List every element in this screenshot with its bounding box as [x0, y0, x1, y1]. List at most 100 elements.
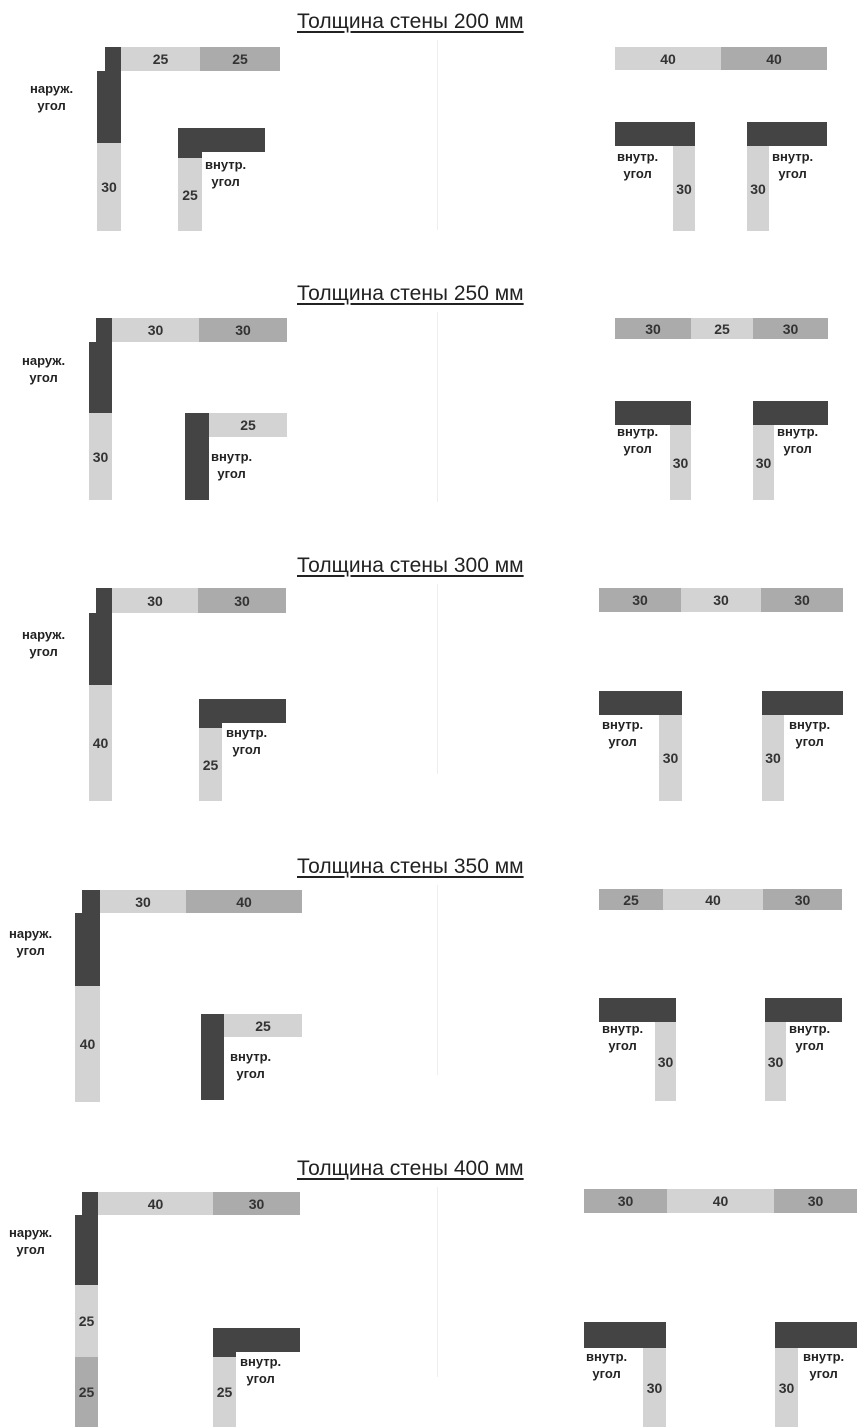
inner-corner-dark: [201, 1014, 224, 1100]
outer-corner-label: наруж. угол: [9, 926, 53, 958]
wall-corner-dark: [762, 691, 843, 715]
section-title: Толщина стены 250 мм: [297, 282, 524, 305]
inner-side-block: 25: [178, 158, 202, 231]
inner-corner-dark: [178, 128, 265, 152]
outer-corner-label: наруж. угол: [22, 353, 66, 385]
outer-corner-label: наруж. угол: [30, 81, 74, 113]
inner-corner-label: внутр. угол: [777, 424, 819, 456]
outer-side-block: 40: [89, 685, 112, 801]
outer-corner-dark-cap: [82, 1192, 98, 1215]
wall-row-block: 30: [774, 1189, 857, 1213]
section-title: Толщина стены 200 мм: [297, 10, 524, 33]
outer-corner-dark-cap: [96, 318, 112, 342]
inner-corner-dark: [213, 1352, 236, 1357]
inner-corner-label: внутр. угол: [602, 1021, 644, 1053]
wall-row-block: 30: [761, 588, 843, 612]
outer-corner-dark-post: [89, 342, 112, 413]
wall-corner-dark: [753, 401, 828, 425]
inner-corner-label: внутр. угол: [205, 157, 247, 189]
outer-top-block: 25: [121, 47, 200, 71]
wall-corner-dark: [765, 998, 842, 1022]
outer-side-block: 25: [75, 1285, 98, 1357]
section-title: Толщина стены 400 мм: [297, 1157, 524, 1180]
outer-corner-dark-post: [75, 913, 100, 986]
outer-corner-dark-cap: [105, 47, 121, 71]
outer-side-block: 30: [97, 143, 121, 231]
inner-corner-label: внутр. угол: [586, 1349, 628, 1381]
outer-corner-dark-post: [97, 71, 121, 143]
wall-corner-dark: [615, 122, 695, 146]
outer-top-block: 30: [198, 588, 286, 613]
inner-corner-label: внутр. угол: [211, 449, 253, 481]
wall-corner-side-block: 30: [753, 425, 774, 500]
wall-corner-dark: [775, 1322, 857, 1348]
wall-row-block: 30: [615, 318, 691, 339]
wall-corner-side-block: 30: [747, 146, 769, 231]
wall-corner-dark: [584, 1322, 666, 1348]
wall-row-block: 25: [599, 889, 663, 910]
wall-corner-side-block: 30: [762, 715, 784, 801]
inner-side-block: 25: [213, 1357, 236, 1427]
inner-corner-label: внутр. угол: [230, 1049, 272, 1081]
inner-top-block: 25: [224, 1014, 302, 1037]
inner-side-block: 25: [199, 728, 222, 801]
outer-corner-label: наруж. угол: [22, 627, 66, 659]
outer-side-block: 25: [75, 1357, 98, 1427]
wall-corner-side-block: 30: [673, 146, 695, 231]
divider: [437, 1187, 438, 1377]
inner-top-block: 25: [209, 413, 287, 437]
divider: [437, 885, 438, 1075]
outer-top-block: 40: [186, 890, 302, 913]
section-300: Толщина стены 300 мм 30 30 40 наруж. угол…: [0, 544, 857, 824]
inner-corner-label: внутр. угол: [789, 1021, 831, 1053]
section-350: Толщина стены 350 мм 30 40 40 наруж. угол…: [0, 845, 857, 1125]
outer-corner-dark-post: [89, 613, 112, 685]
wall-corner-dark: [599, 691, 682, 715]
divider: [437, 40, 438, 230]
outer-top-block: 25: [200, 47, 280, 71]
inner-corner-dark: [199, 699, 286, 723]
section-title: Толщина стены 350 мм: [297, 855, 524, 878]
wall-row-block: 40: [667, 1189, 774, 1213]
inner-corner-dark: [199, 723, 222, 728]
wall-corner-dark: [599, 998, 676, 1022]
wall-row-block: 25: [691, 318, 753, 339]
section-250: Толщина стены 250 мм 30 30 30 наруж. угол…: [0, 272, 857, 552]
wall-corner-side-block: 30: [765, 1022, 786, 1101]
wall-corner-side-block: 30: [775, 1348, 798, 1427]
divider: [437, 312, 438, 502]
inner-corner-label: внутр. угол: [240, 1354, 282, 1386]
wall-row-block: 30: [681, 588, 761, 612]
outer-top-block: 30: [112, 318, 199, 342]
outer-side-block: 30: [89, 413, 112, 500]
wall-corner-side-block: 30: [659, 715, 682, 801]
wall-row-block: 30: [584, 1189, 667, 1213]
divider: [437, 584, 438, 774]
inner-corner-dark: [178, 152, 202, 158]
inner-corner-label: внутр. угол: [617, 424, 659, 456]
wall-row-block: 30: [763, 889, 842, 910]
outer-side-block: 40: [75, 986, 100, 1102]
outer-top-block: 30: [199, 318, 287, 342]
wall-row-block: 40: [615, 47, 721, 70]
outer-corner-dark-post: [75, 1215, 98, 1285]
outer-corner-dark-cap: [82, 890, 100, 913]
wall-row-block: 40: [663, 889, 763, 910]
inner-corner-dark: [185, 413, 209, 500]
inner-corner-label: внутр. угол: [617, 149, 659, 181]
wall-row-block: 40: [721, 47, 827, 70]
outer-corner-dark-cap: [96, 588, 112, 613]
section-400: Толщина стены 400 мм 40 30 25 25 наруж. у…: [0, 1147, 857, 1427]
wall-corner-dark: [747, 122, 827, 146]
inner-corner-label: внутр. угол: [602, 717, 644, 749]
wall-corner-dark: [615, 401, 691, 425]
inner-corner-label: внутр. угол: [226, 725, 268, 757]
outer-top-block: 40: [98, 1192, 213, 1215]
inner-corner-label: внутр. угол: [772, 149, 814, 181]
inner-corner-dark: [213, 1328, 300, 1352]
section-200: Толщина стены 200 мм 25 25 30 наруж. угол…: [0, 0, 857, 280]
section-title: Толщина стены 300 мм: [297, 554, 524, 577]
outer-top-block: 30: [100, 890, 186, 913]
inner-corner-label: внутр. угол: [789, 717, 831, 749]
outer-top-block: 30: [213, 1192, 300, 1215]
